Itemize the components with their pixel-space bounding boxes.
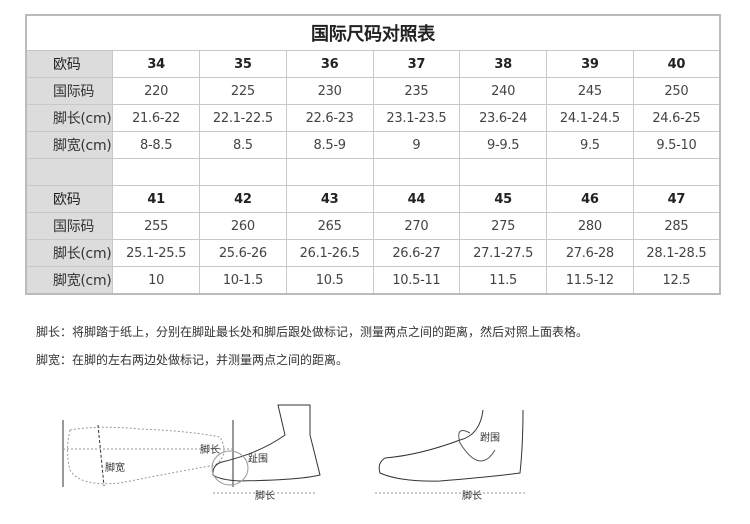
cell: 250 <box>632 77 721 105</box>
cell: 10 <box>112 266 200 295</box>
cell: 39 <box>546 50 634 78</box>
table-row-length: 脚长(cm) 21.6-22 22.1-22.5 22.6-23 23.1-23.5 23… <box>25 104 721 132</box>
cell: 27.6-28 <box>546 239 634 267</box>
cell: 26.6-27 <box>372 239 461 267</box>
cell: 265 <box>285 212 374 240</box>
spacer-row <box>25 158 721 186</box>
cell: 8.5 <box>199 131 287 159</box>
cell: 35 <box>199 50 287 78</box>
cell: 25.1-25.5 <box>112 239 200 267</box>
label-length: 脚长 <box>200 443 220 456</box>
spacer-cell <box>285 158 374 186</box>
cell: 22.6-23 <box>285 104 374 132</box>
table-row-intl: 国际码 220 225 230 235 240 245 250 <box>25 77 721 105</box>
spacer-cell <box>25 158 114 186</box>
cell: 22.1-22.5 <box>199 104 287 132</box>
cell: 10.5 <box>285 266 374 295</box>
cell: 45 <box>459 185 547 213</box>
cell: 46 <box>546 185 634 213</box>
cell: 23.1-23.5 <box>372 104 461 132</box>
cell: 26.1-26.5 <box>285 239 374 267</box>
cell: 10-1.5 <box>199 266 287 295</box>
table-row-intl: 国际码 255 260 265 270 275 280 285 <box>25 212 721 240</box>
cell: 43 <box>285 185 374 213</box>
foot-side-view-toe-diagram: 趾围 脚长 <box>211 404 321 502</box>
cell: 21.6-22 <box>112 104 200 132</box>
cell: 8.5-9 <box>285 131 374 159</box>
cell: 9 <box>372 131 461 159</box>
cell: 9-9.5 <box>459 131 547 159</box>
cell: 280 <box>546 212 634 240</box>
cell: 255 <box>112 212 200 240</box>
foot-top-view-diagram: 脚长 脚宽 <box>62 420 234 487</box>
cell: 42 <box>199 185 287 213</box>
cell: 9.5-10 <box>632 131 721 159</box>
row-label: 脚宽(cm) <box>25 131 114 159</box>
spacer-cell <box>632 158 721 186</box>
cell: 275 <box>459 212 547 240</box>
spacer-cell <box>112 158 200 186</box>
row-label: 脚长(cm) <box>25 104 114 132</box>
cell: 11.5-12 <box>546 266 634 295</box>
row-label: 欧码 <box>25 50 114 78</box>
note-foot-length: 脚长：将脚踏于纸上，分别在脚趾最长处和脚后跟处做标记，测量两点之间的距离，然后对… <box>36 325 589 339</box>
cell: 23.6-24 <box>459 104 547 132</box>
table-row-width: 脚宽(cm) 10 10-1.5 10.5 10.5-11 11.5 11.5-12 12.5 <box>25 266 721 295</box>
cell: 38 <box>459 50 547 78</box>
cell: 270 <box>372 212 461 240</box>
spacer-cell <box>459 158 547 186</box>
cell: 24.6-25 <box>632 104 721 132</box>
cell: 24.1-24.5 <box>546 104 634 132</box>
cell: 36 <box>285 50 374 78</box>
label-length-side: 脚长 <box>255 489 275 502</box>
cell: 8-8.5 <box>112 131 200 159</box>
cell: 285 <box>632 212 721 240</box>
cell: 47 <box>632 185 721 213</box>
table-title: 国际尺码对照表 <box>25 14 721 51</box>
cell: 230 <box>285 77 374 105</box>
table-row-width: 脚宽(cm) 8-8.5 8.5 8.5-9 9 9-9.5 9.5 9.5-10 <box>25 131 721 159</box>
cell: 12.5 <box>632 266 721 295</box>
measurement-diagrams: 脚长 脚宽 趾围 脚长 跗围 脚长 <box>62 404 525 502</box>
cell: 260 <box>199 212 287 240</box>
title-row: 国际尺码对照表 <box>25 14 721 51</box>
foot-side-view-instep-diagram: 跗围 脚长 <box>375 409 525 502</box>
cell: 40 <box>632 50 721 78</box>
table-row-length: 脚长(cm) 25.1-25.5 25.6-26 26.1-26.5 26.6-27 27… <box>25 239 721 267</box>
spacer-cell <box>199 158 287 186</box>
row-label: 欧码 <box>25 185 114 213</box>
label-toe-girth: 趾围 <box>248 452 268 465</box>
cell: 27.1-27.5 <box>459 239 547 267</box>
table-row-eu: 欧码 34 35 36 37 38 39 40 <box>25 50 721 78</box>
spacer-cell <box>372 158 461 186</box>
cell: 240 <box>459 77 547 105</box>
cell: 28.1-28.5 <box>632 239 721 267</box>
note-foot-width: 脚宽：在脚的左右两边处做标记，并测量两点之间的距离。 <box>36 353 349 367</box>
size-chart-table: 国际尺码对照表 欧码 34 35 36 37 38 39 40 国际码 220 225 230 235 24… <box>25 14 721 295</box>
row-label: 脚长(cm) <box>25 239 114 267</box>
cell: 235 <box>372 77 461 105</box>
cell: 225 <box>199 77 287 105</box>
row-label: 脚宽(cm) <box>25 266 114 295</box>
spacer-cell <box>546 158 634 186</box>
cell: 11.5 <box>459 266 547 295</box>
cell: 34 <box>112 50 200 78</box>
row-label: 国际码 <box>25 77 114 105</box>
cell: 220 <box>112 77 200 105</box>
cell: 25.6-26 <box>199 239 287 267</box>
cell: 9.5 <box>546 131 634 159</box>
cell: 44 <box>372 185 461 213</box>
cell: 10.5-11 <box>372 266 461 295</box>
row-label: 国际码 <box>25 212 114 240</box>
cell: 37 <box>372 50 461 78</box>
label-width: 脚宽 <box>105 461 125 474</box>
label-length-side2: 脚长 <box>462 489 482 502</box>
cell: 41 <box>112 185 200 213</box>
label-instep-girth: 跗围 <box>480 431 500 444</box>
table-row-eu: 欧码 41 42 43 44 45 46 47 <box>25 185 721 213</box>
cell: 245 <box>546 77 634 105</box>
